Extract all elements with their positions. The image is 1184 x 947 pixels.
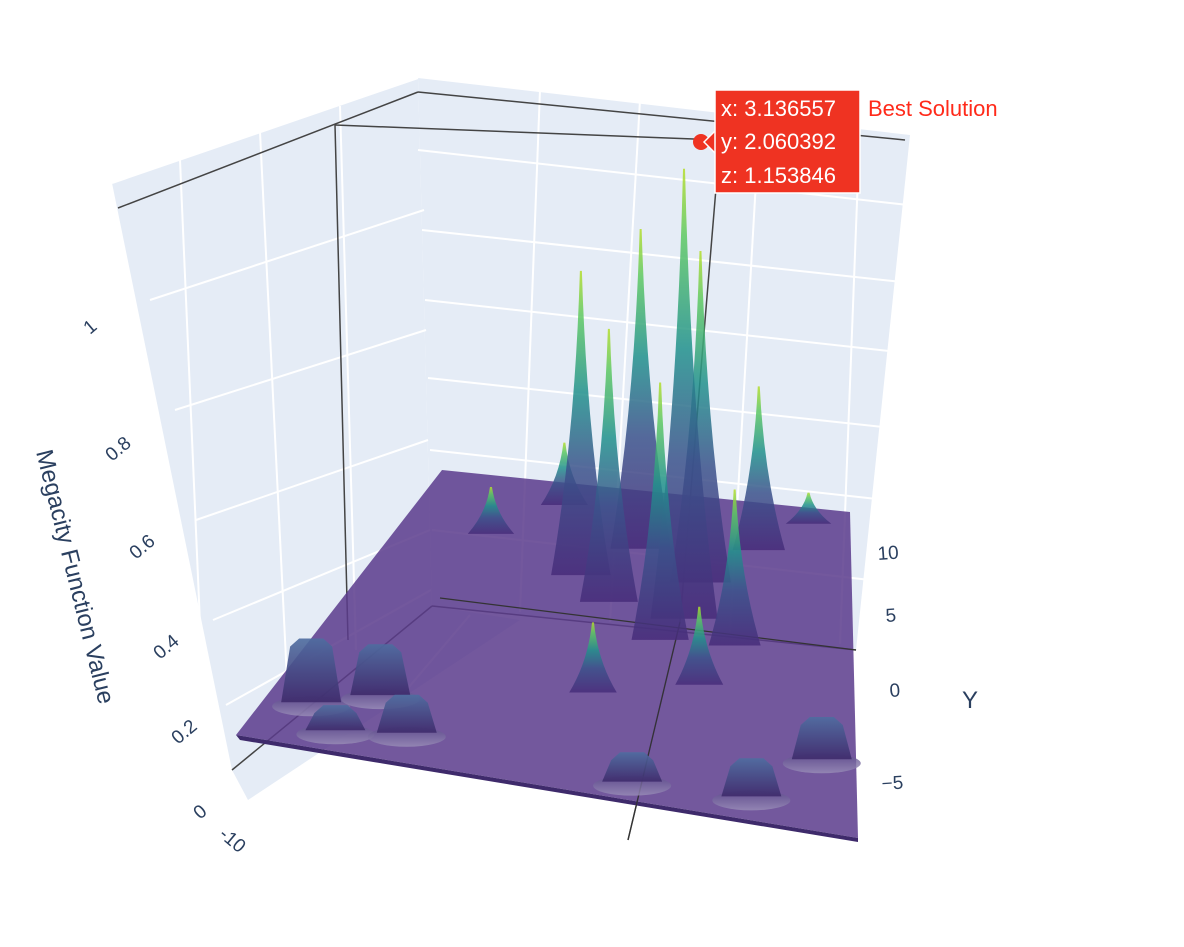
hover-series-name: Best Solution: [868, 96, 998, 121]
y-tick-2: 0: [889, 680, 901, 702]
peak-2: [732, 386, 785, 551]
best-solution-marker[interactable]: [693, 134, 709, 150]
y-tick-1: 5: [885, 605, 897, 627]
best-solution-point[interactable]: [693, 134, 709, 150]
plateau-3: [376, 694, 437, 733]
grid-line-z-3: [195, 439, 429, 521]
grid-line-z-2: [174, 329, 427, 411]
peak-9: [708, 489, 761, 646]
grid-line-left-1: [259, 131, 289, 701]
z-tick-1: 0.2: [168, 716, 202, 749]
y-tick-0: 10: [877, 543, 900, 565]
plateau-2: [305, 705, 366, 731]
peak-7: [579, 328, 638, 602]
z-axis-title: Megacity Function Value: [30, 447, 119, 707]
floor-grid-x0: [627, 621, 681, 841]
plateau-4: [721, 758, 782, 797]
hover-z: z: 1.153846: [721, 163, 836, 188]
surface-floor-edge: [236, 735, 858, 842]
frame-inner-top: [334, 124, 721, 141]
grid-line-left-0: [179, 159, 206, 741]
grid-line-left-2: [339, 105, 357, 651]
z-tick-4: 0.8: [102, 433, 136, 466]
hover-x: x: 3.136557: [721, 96, 836, 121]
plateau-6: [602, 752, 663, 782]
hover-label: x: 3.136557 y: 2.060392 z: 1.153846 Best…: [702, 89, 998, 194]
y-tick-3: −5: [881, 773, 904, 795]
frame-top-back: [117, 91, 419, 209]
peak-10: [631, 382, 689, 640]
z-tick-5: 1: [80, 316, 102, 339]
surface-features: [272, 168, 861, 811]
hover-box: [714, 89, 861, 194]
plateau-1: [350, 644, 411, 696]
grid-line-back-1: [421, 229, 903, 283]
grid-line-z-0: [111, 77, 419, 184]
grid-line-z-1: [149, 209, 425, 301]
z-tick-0: 0: [190, 801, 212, 824]
peak-0: [785, 492, 832, 524]
z-tick-2: 0.4: [150, 630, 184, 663]
peak-11: [675, 606, 724, 685]
peak-4: [467, 487, 515, 534]
plateau-5: [791, 716, 852, 760]
peak-12: [569, 622, 617, 693]
x-tick-0: -10: [215, 824, 250, 858]
hover-y: y: 2.060392: [721, 129, 836, 154]
plateau-0: [281, 638, 342, 703]
grid-line-back-2: [424, 299, 899, 353]
grid-line-back-0: [417, 149, 909, 206]
y-axis-title: Y: [962, 687, 978, 714]
frame-inner-left: [334, 124, 349, 641]
z-tick-3: 0.6: [126, 531, 160, 564]
